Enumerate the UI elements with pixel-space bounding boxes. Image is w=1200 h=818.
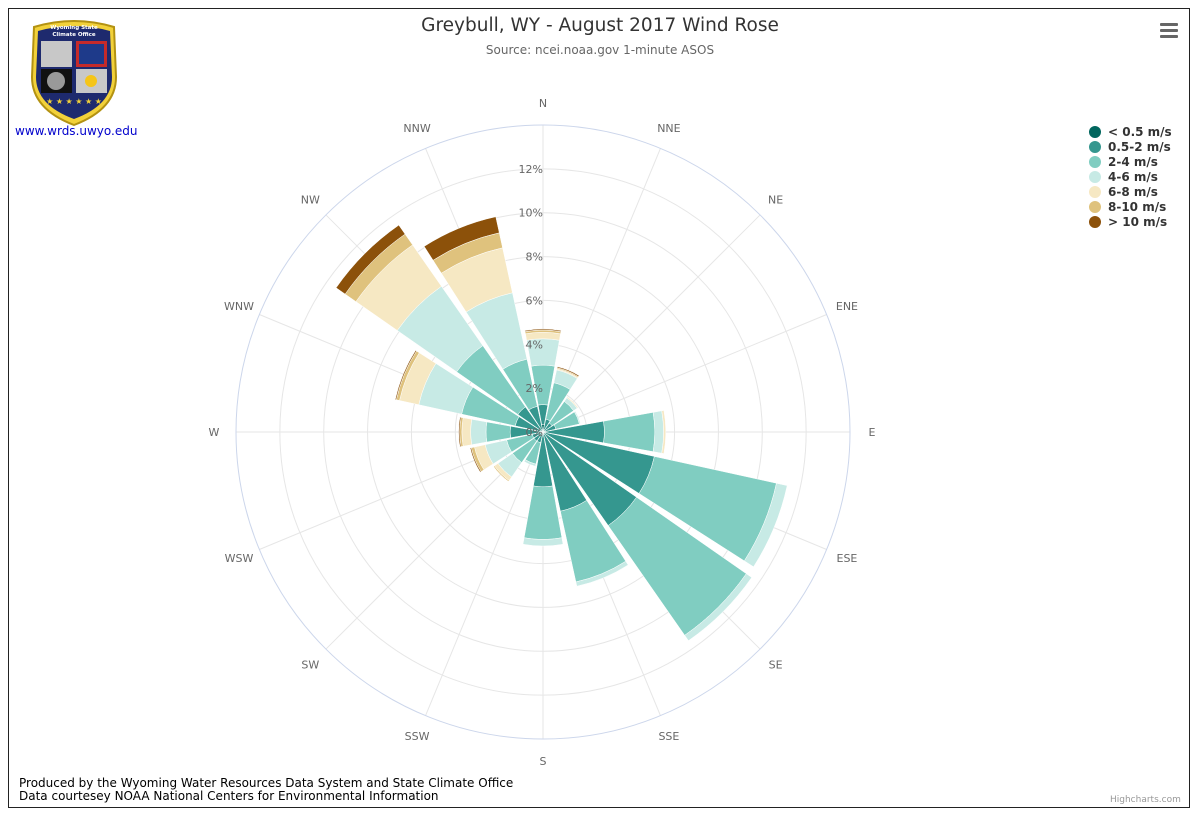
radial-tick-label: 6%	[526, 294, 543, 307]
legend-label: 2-4 m/s	[1108, 154, 1158, 169]
grid-ring	[279, 168, 807, 696]
chart-frame	[8, 8, 1190, 808]
legend-swatch	[1089, 140, 1101, 153]
highcharts-credit-link[interactable]: Highcharts.com	[1110, 795, 1181, 805]
svg-text:Wyoming State: Wyoming State	[50, 25, 98, 31]
legend-swatch	[1089, 200, 1101, 213]
radial-tick-label: 2%	[526, 382, 543, 395]
grid-spoke	[542, 314, 827, 433]
grid-ring	[367, 256, 719, 608]
bar-WSW-series-6[interactable]	[469, 447, 482, 473]
direction-label-ENE: ENE	[836, 300, 858, 313]
legend-swatch	[1089, 170, 1101, 183]
radial-tick-label: 10%	[519, 207, 543, 220]
credits-line-1: Produced by the Wyoming Water Resources …	[19, 776, 514, 790]
legend-swatch	[1089, 185, 1101, 198]
svg-text:★ ★ ★ ★ ★ ★: ★ ★ ★ ★ ★ ★	[46, 97, 102, 106]
grid-spoke	[542, 214, 761, 433]
direction-label-NNE: NNE	[657, 122, 680, 135]
legend-item-6[interactable]: > 10 m/s	[1089, 214, 1172, 229]
bar-W-series-2[interactable]	[485, 421, 511, 443]
direction-label-SW: SW	[301, 659, 319, 672]
radial-tick-label: 4%	[526, 338, 543, 351]
bar-S-series-3[interactable]	[522, 537, 564, 547]
legend-item-1[interactable]: 0.5-2 m/s	[1089, 139, 1172, 154]
direction-label-NE: NE	[768, 193, 783, 206]
chart-subtitle: Source: ncei.noaa.gov 1-minute ASOS	[485, 43, 715, 57]
svg-text:Climate Office: Climate Office	[52, 32, 96, 38]
grid-ring	[410, 299, 676, 565]
bar-W-series-3[interactable]	[470, 418, 488, 446]
hamburger-icon[interactable]	[1158, 20, 1180, 42]
wind-rose-bars	[335, 216, 788, 642]
bar-E-series-3[interactable]	[652, 410, 664, 454]
direction-labels: N NNE NE ENE E ESE SE SSE S SSW SW WSW W WNW NW NNW	[209, 97, 876, 768]
direction-label-S: S	[540, 755, 547, 768]
bar-W-series-4[interactable]	[461, 417, 473, 447]
direction-label-NW: NW	[301, 193, 320, 206]
legend-item-0[interactable]: < 0.5 m/s	[1089, 124, 1172, 139]
direction-label-W: W	[209, 426, 220, 439]
legend-label: > 10 m/s	[1108, 214, 1168, 229]
bar-E-series-4[interactable]	[661, 410, 666, 454]
legend-item-4[interactable]: 6-8 m/s	[1089, 184, 1172, 199]
direction-label-N: N	[539, 97, 547, 110]
credits-line-2: Data courtesey NOAA National Centers for…	[19, 788, 439, 803]
legend-label: 4-6 m/s	[1108, 169, 1158, 184]
legend-item-5[interactable]: 8-10 m/s	[1089, 199, 1172, 214]
bar-NW-series-6[interactable]	[335, 224, 406, 295]
credits-text: Produced by the Wyoming Water Resources …	[19, 777, 513, 802]
bar-NE-series-4[interactable]	[566, 396, 579, 409]
direction-label-SE: SE	[769, 659, 783, 672]
bar-WNW-series-6[interactable]	[394, 350, 417, 401]
bar-ESE-series-3[interactable]	[743, 482, 788, 568]
direction-label-WSW: WSW	[225, 552, 254, 565]
bar-N-series-6[interactable]	[524, 328, 562, 332]
grid-spoke	[425, 431, 544, 716]
chart-title: Greybull, WY - August 2017 Wind Rose	[421, 15, 779, 36]
direction-label-SSW: SSW	[405, 730, 430, 743]
bar-SE-series-3[interactable]	[684, 573, 753, 642]
bar-W-series-6[interactable]	[458, 416, 462, 448]
legend-label: 6-8 m/s	[1108, 184, 1158, 199]
direction-label-SSE: SSE	[658, 730, 679, 743]
wrds-website-link[interactable]: www.wrds.uwyo.edu	[15, 124, 138, 138]
legend-label: 8-10 m/s	[1108, 199, 1167, 214]
legend: < 0.5 m/s 0.5-2 m/s 2-4 m/s 4-6 m/s 6-8 m/s 8…	[1089, 124, 1172, 229]
direction-label-E: E	[869, 426, 876, 439]
legend-label: < 0.5 m/s	[1108, 124, 1172, 139]
bar-S-series-2[interactable]	[523, 485, 563, 540]
legend-swatch	[1089, 215, 1101, 228]
radial-tick-label: 0%	[526, 426, 543, 439]
legend-item-2[interactable]: 2-4 m/s	[1089, 154, 1172, 169]
legend-swatch	[1089, 125, 1101, 138]
bar-NNW-series-6[interactable]	[423, 216, 500, 261]
radial-tick-label: 8%	[526, 251, 543, 264]
radial-tick-labels: 0% 2% 4% 6% 8% 10% 12%	[519, 163, 543, 439]
legend-label: 0.5-2 m/s	[1108, 139, 1171, 154]
legend-swatch	[1089, 155, 1101, 168]
bar-E-series-2[interactable]	[603, 412, 656, 452]
radial-tick-label: 12%	[519, 163, 543, 176]
legend-item-3[interactable]: 4-6 m/s	[1089, 169, 1172, 184]
outer-ring	[235, 124, 851, 740]
direction-label-NNW: NNW	[403, 122, 430, 135]
direction-label-WNW: WNW	[224, 300, 254, 313]
grid-ring	[323, 212, 763, 652]
bar-NNE-series-6[interactable]	[556, 366, 580, 377]
bar-SSW-series-3[interactable]	[523, 459, 537, 467]
wyoming-climate-office-logo: Wyoming State Climate Office ★ ★ ★ ★ ★ ★	[26, 17, 122, 127]
direction-label-ESE: ESE	[837, 552, 858, 565]
bar-ENE-series-3[interactable]	[574, 410, 581, 425]
bar-SSE-series-3[interactable]	[575, 560, 629, 587]
bar-SW-series-5[interactable]	[493, 465, 510, 482]
